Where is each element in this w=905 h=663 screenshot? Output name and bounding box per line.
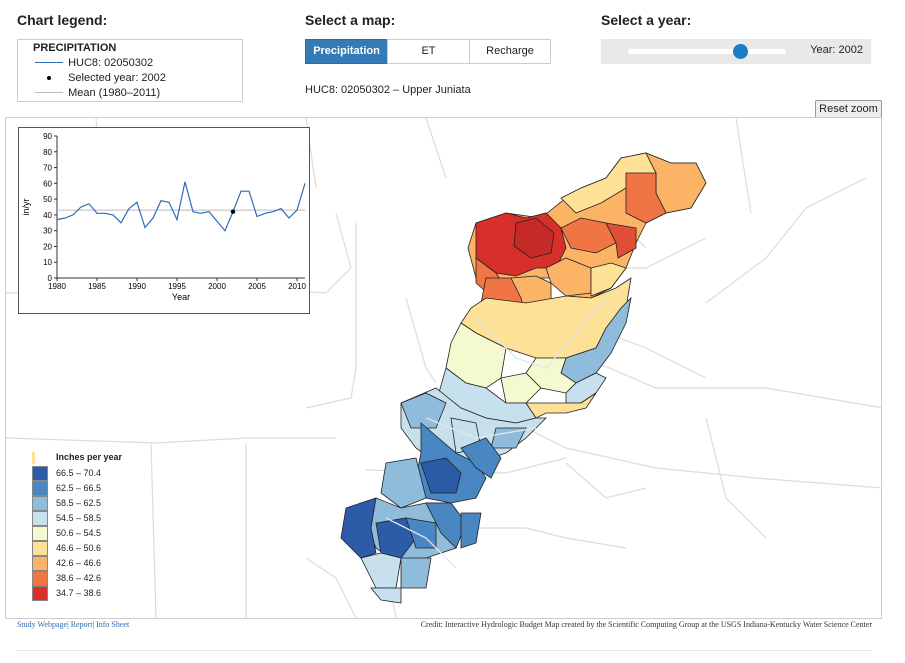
y-axis-label: in/yr	[21, 198, 31, 215]
legend-line-symbol	[33, 56, 65, 70]
chart-legend: PRECIPITATION HUC8: 02050302 Selected ye…	[17, 39, 243, 102]
selected-year-point	[230, 209, 236, 214]
huc-label: HUC8: 02050302 – Upper Juniata	[305, 84, 471, 96]
class-label: 66.5 – 70.4	[56, 468, 102, 478]
y-tick-label: 20	[43, 242, 52, 251]
basin-map[interactable]	[6, 118, 882, 619]
x-tick-label: 1985	[88, 282, 106, 291]
map-panel[interactable]: 0 10 20 30 40 50 60 70 80 90 1980 1985 1990 1995 2000 2…	[5, 117, 882, 619]
y-tick-label: 70	[43, 164, 52, 173]
legend-dot-symbol	[33, 71, 65, 85]
footer-separator: |	[92, 620, 95, 629]
legend-item-huc: HUC8: 02050302	[33, 56, 153, 70]
reset-zoom-button[interactable]: Reset zoom	[815, 100, 882, 118]
y-tick-label: 90	[43, 132, 52, 141]
class-swatch	[32, 571, 48, 586]
river-lines	[385, 297, 607, 569]
footer-separator: |	[67, 620, 69, 629]
class-swatch	[32, 541, 48, 556]
select-year-heading: Select a year:	[601, 12, 692, 28]
x-tick-label: 2010	[288, 282, 306, 291]
class-swatch	[32, 481, 48, 496]
year-slider-handle[interactable]	[733, 44, 748, 59]
series-line-huc	[56, 181, 306, 232]
study-webpage-link[interactable]: Study Webpage	[17, 620, 68, 629]
x-axis-label: Year	[172, 292, 190, 302]
divider	[17, 650, 872, 651]
class-swatch	[32, 556, 48, 571]
color-legend-title: Inches per year	[56, 452, 123, 462]
x-tick-label: 2005	[248, 282, 266, 291]
class-swatch	[32, 526, 48, 541]
time-series-chart: 0 10 20 30 40 50 60 70 80 90 1980 1985 1990 1995 2000 2…	[21, 132, 306, 302]
x-tick-label: 1990	[128, 282, 146, 291]
class-swatch	[32, 586, 48, 601]
chart-axes: 0 10 20 30 40 50 60 70 80 90 1980 1985 1990 1995 2000 2…	[43, 132, 306, 291]
year-slider-panel: Year: 2002	[601, 39, 871, 64]
y-tick-label: 40	[43, 211, 52, 220]
et-button[interactable]: ET	[387, 39, 470, 64]
legend-item-mean: Mean (1980–2011)	[33, 86, 160, 100]
y-tick-label: 60	[43, 179, 52, 188]
info-sheet-link[interactable]: Info Sheet	[96, 620, 130, 629]
y-tick-label: 80	[43, 148, 52, 157]
color-class-legend: Inches per year 66.5 – 70.4 62.5 – 66.5 58…	[32, 452, 142, 604]
precipitation-button[interactable]: Precipitation	[305, 39, 388, 64]
class-label: 54.5 – 58.5	[56, 513, 102, 523]
y-tick-label: 30	[43, 227, 52, 236]
recharge-button[interactable]: Recharge	[469, 39, 551, 64]
class-label: 34.7 – 38.6	[56, 588, 102, 598]
class-label: 46.6 – 50.6	[56, 543, 102, 553]
x-tick-label: 1995	[168, 282, 186, 291]
time-series-panel: 0 10 20 30 40 50 60 70 80 90 1980 1985 1990 1995 2000 2…	[18, 127, 310, 314]
year-readout: Year: 2002	[810, 44, 863, 56]
class-label: 62.5 – 66.5	[56, 483, 102, 493]
y-tick-label: 10	[43, 258, 52, 267]
y-tick-label: 50	[43, 195, 52, 204]
chart-legend-heading: Chart legend:	[17, 12, 108, 28]
legend-mean-line-symbol	[33, 86, 65, 100]
select-map-heading: Select a map:	[305, 12, 396, 28]
class-label: 38.6 – 42.6	[56, 573, 102, 583]
report-link[interactable]: Report	[70, 620, 93, 629]
year-slider-track[interactable]	[628, 49, 786, 54]
legend-item-selected-year: Selected year: 2002	[33, 71, 166, 85]
credit-text: Credit: Interactive Hydrologic Budget Ma…	[420, 620, 872, 629]
class-swatch	[32, 496, 48, 511]
class-label: 42.6 – 46.6	[56, 558, 102, 568]
class-swatch	[32, 511, 48, 526]
legend-title: PRECIPITATION	[33, 42, 117, 54]
sub-basins	[340, 152, 707, 604]
footer-links: Study Webpage| Report| Info Sheet	[17, 620, 129, 629]
class-swatch	[32, 466, 48, 481]
x-tick-label: 2000	[208, 282, 226, 291]
class-label: 58.5 – 62.5	[56, 498, 102, 508]
y-tick-label: 0	[48, 274, 53, 283]
x-tick-label: 1980	[48, 282, 66, 291]
class-label: 50.6 – 54.5	[56, 528, 102, 538]
